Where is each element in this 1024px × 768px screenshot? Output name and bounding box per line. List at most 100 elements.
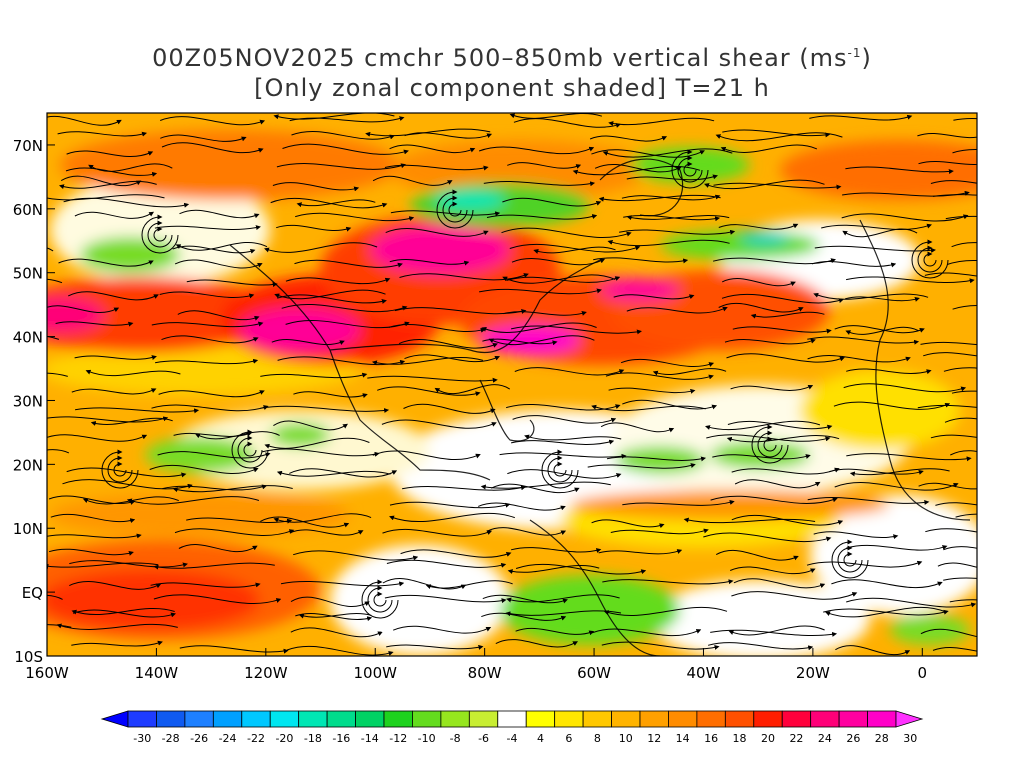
streamline-eddy [361,579,399,619]
streamline [849,468,950,477]
colorbar-level-label: -6 [478,732,489,745]
streamline [157,451,271,459]
streamline [381,419,497,429]
lon-tick-label: 40W [687,664,721,682]
streamline [274,289,386,300]
streamline [47,278,63,284]
streamline [69,581,162,590]
colorbar-level-label: -20 [275,732,293,745]
streamline [515,564,647,575]
streamline [834,325,925,334]
streamline [389,501,511,509]
streamline-eddy [677,155,703,183]
streamline [715,549,799,561]
streamline [277,294,387,304]
streamline-eddy [113,461,127,477]
streamline [296,199,376,208]
streamline [844,296,920,302]
colorbar-level-label: -26 [190,732,208,745]
streamline [593,257,689,264]
streamline [289,529,364,536]
colorbar-box [582,710,612,728]
streamline [389,144,476,154]
streamline [63,197,190,208]
streamline [481,322,597,333]
streamline [481,612,567,621]
streamline [66,150,154,157]
streamline-eddy [231,429,269,469]
streamline [598,194,721,202]
streamline [591,628,702,637]
streamline [400,549,512,558]
lat-tick-label: EQ [22,584,43,602]
streamline [162,484,268,491]
streamline [261,448,380,457]
streamline [172,485,293,493]
title-close-paren: ) [861,44,872,72]
wind-shear-streamlines [0,113,977,656]
streamline [60,175,142,187]
colorbar-box [241,710,271,728]
streamline [178,544,258,553]
streamline-eddy [147,220,173,248]
streamline [388,324,486,333]
streamline [499,452,627,459]
streamline [488,335,595,346]
streamline [179,645,289,654]
streamline-eddy [843,551,857,567]
streamline [270,197,388,209]
lat-tick-label: 70N [13,137,43,155]
chart-title-line1: 00Z05NOV2025 cmchr 500–850mb vertical sh… [0,44,1024,72]
colorbar-box [639,710,669,728]
streamline [293,391,368,399]
lat-tick-label: 10N [13,520,43,538]
colorbar-low-arrow [100,710,129,728]
streamline [598,549,683,555]
colorbar-box [269,710,300,728]
streamline [56,623,178,630]
streamline [90,417,173,426]
streamline [282,143,409,155]
streamline [937,562,977,568]
streamline [846,453,972,462]
streamline-eddy [831,539,869,579]
streamline [507,469,622,479]
streamline [621,194,721,201]
lon-tick-label: 120W [244,664,288,682]
colorbar-level-label: -24 [219,732,237,745]
colorbar-box [724,710,755,728]
colorbar-level-label: -28 [162,732,180,745]
streamline-eddy [107,455,133,483]
streamline [47,305,120,314]
streamline [834,482,959,491]
colorbar-box [127,710,157,728]
streamline [507,565,600,574]
streamline [158,390,265,398]
streamline-eddy [373,591,387,607]
streamline [814,245,936,253]
colorbar-level-label: 12 [647,732,661,745]
lat-tick-label: 50N [13,265,43,283]
streamline [285,277,391,285]
streamline-eddy [923,251,937,267]
streamline-eddy [237,435,263,463]
streamline [393,625,492,634]
streamline [602,579,734,585]
streamline [807,497,930,505]
streamline [71,608,175,615]
streamline [0,232,40,236]
streamline-eddy [153,226,167,242]
streamline [845,276,975,284]
shaded-zonal-shear-field [47,113,977,656]
streamline [510,439,615,445]
streamline [917,132,977,139]
streamline [503,310,587,316]
streamline [943,577,977,581]
streamline [47,594,63,600]
colorbar-level-label: 28 [875,732,889,745]
colorbar-box [383,710,413,728]
streamline [608,387,696,394]
streamline [505,404,621,411]
streamline [734,479,821,489]
